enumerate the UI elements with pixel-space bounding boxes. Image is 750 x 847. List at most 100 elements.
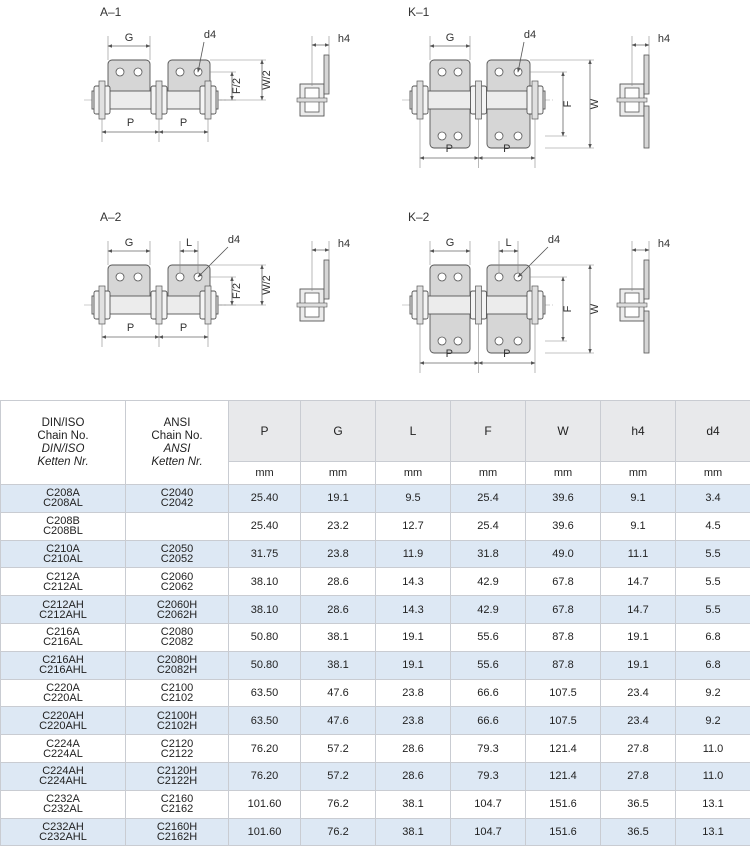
value-cell: 28.6: [375, 761, 451, 791]
din-cell: C208A C208AL: [0, 484, 126, 513]
pin: [204, 285, 212, 325]
hole: [437, 336, 447, 346]
ansi-name: C2160: [160, 793, 194, 806]
chain-diagram: A–1 G d4 h4 F/2 W/2 P P: [84, 5, 350, 142]
dimension-label: h4: [338, 33, 350, 45]
pin: [475, 285, 482, 325]
din-name: C216AH: [42, 654, 84, 667]
side-bracket: [323, 54, 330, 95]
pin: [416, 285, 424, 325]
value-cell: 55.6: [450, 650, 526, 680]
dim-header: P: [228, 400, 301, 462]
table-row: C220A C220AL C2100 C2102 63.50 47.6 23.8 66.6 10…: [0, 678, 750, 708]
value-cell: 49.0: [525, 539, 601, 569]
dimension-label: W: [589, 303, 601, 314]
dimension-label: W/2: [261, 275, 273, 295]
din-cell: C220AH C220AHL: [0, 706, 126, 736]
table-row: C216AH C216AHL C2080H C2082H 50.80 38.1 19.1 55…: [0, 650, 750, 680]
table-row: C208A C208AL C2040 C2042 25.40 19.1 9.5 25.4 39.…: [0, 484, 750, 513]
din-cell: C220A C220AL: [0, 678, 126, 708]
value-cell: 23.4: [600, 678, 676, 708]
unit: mm: [600, 461, 676, 485]
ansi-name: C2122: [160, 747, 194, 760]
unit: mm: [675, 461, 750, 485]
value-cell: 50.80: [228, 650, 301, 680]
side-bracket: [643, 259, 650, 300]
ansi-cell: C2120 C2122: [125, 734, 229, 763]
din-cell: C216A C216AL: [0, 622, 126, 652]
value-cell: 27.8: [600, 761, 676, 791]
pin: [531, 285, 539, 325]
pin: [155, 285, 163, 325]
dimension-label: P: [503, 348, 510, 360]
dim-header: h4: [600, 400, 676, 462]
leader-line: [197, 41, 205, 73]
leader-line: [517, 246, 549, 278]
din-header: DIN/ISO Chain No. DIN/ISO Ketten Nr.: [0, 400, 126, 485]
header-line: Chain No.: [37, 429, 89, 442]
din-name: C210AL: [43, 552, 83, 565]
pin: [155, 80, 163, 120]
value-cell: 63.50: [228, 678, 301, 708]
din-name: C224AH: [42, 765, 84, 778]
value-cell: 25.4: [450, 511, 526, 541]
value-cell: 66.6: [450, 678, 526, 708]
value-cell: 76.2: [300, 789, 376, 819]
header-line: Ketten Nr.: [151, 455, 203, 468]
value-cell: 12.7: [375, 511, 451, 541]
value-cell: 11.0: [675, 761, 750, 791]
table-row: C232A C232AL C2160 C2162 101.60 76.2 38.1 104.7…: [0, 789, 750, 819]
ansi-name: C2082H: [156, 664, 198, 677]
value-cell: 42.9: [450, 567, 526, 597]
side-bracket: [643, 310, 650, 354]
ansi-cell: C2120H C2122H: [125, 761, 229, 791]
value-cell: 104.7: [450, 789, 526, 819]
dimension-label: P: [446, 143, 453, 155]
pin: [416, 80, 424, 120]
value-cell: 28.6: [300, 567, 376, 597]
value-cell: 121.4: [525, 734, 601, 763]
ansi-cell: C2060H C2062H: [125, 595, 229, 624]
din-name: C212A: [46, 570, 80, 583]
hole: [115, 272, 125, 282]
side-pin: [296, 97, 328, 103]
dimension-label: L: [186, 237, 192, 249]
din-name: C232AL: [43, 803, 83, 816]
value-cell: 67.8: [525, 595, 601, 624]
value-cell: 38.1: [375, 789, 451, 819]
table-row: C212AH C212AHL C2060H C2062H 38.10 28.6 14.3 42…: [0, 595, 750, 624]
dim-header: W: [525, 400, 601, 462]
hole: [133, 67, 143, 77]
ansi-cell: C2080 C2082: [125, 622, 229, 652]
ansi-name: C2122H: [156, 775, 198, 788]
ansi-cell: C2060 C2062: [125, 567, 229, 597]
ansi-name: C2160H: [156, 820, 198, 833]
value-cell: 13.1: [675, 789, 750, 819]
value-cell: 6.8: [675, 650, 750, 680]
value-cell: 31.75: [228, 539, 301, 569]
din-name: C224A: [46, 737, 80, 750]
din-name: C212AH: [42, 598, 84, 611]
ansi-name: C2080H: [156, 654, 198, 667]
din-name: C210A: [46, 542, 80, 555]
din-name: C208BL: [43, 525, 83, 538]
value-cell: 87.8: [525, 622, 601, 652]
value-cell: 38.10: [228, 595, 301, 624]
hole: [437, 131, 447, 141]
value-cell: 38.1: [300, 650, 376, 680]
value-cell: 19.1: [600, 622, 676, 652]
value-cell: 76.20: [228, 761, 301, 791]
value-cell: 25.40: [228, 484, 301, 513]
pin: [531, 80, 539, 120]
value-cell: 47.6: [300, 706, 376, 736]
dim-header: L: [375, 400, 451, 462]
din-cell: C232A C232AL: [0, 789, 126, 819]
value-cell: 23.8: [300, 539, 376, 569]
value-cell: 50.80: [228, 622, 301, 652]
value-cell: 19.1: [300, 484, 376, 513]
ansi-cell: C2160H C2162H: [125, 817, 229, 847]
ansi-name: C2040: [160, 487, 194, 500]
dimension-label: d4: [524, 29, 536, 41]
table-row: C220AH C220AHL C2100H C2102H 63.50 47.6 23.8 66…: [0, 706, 750, 736]
